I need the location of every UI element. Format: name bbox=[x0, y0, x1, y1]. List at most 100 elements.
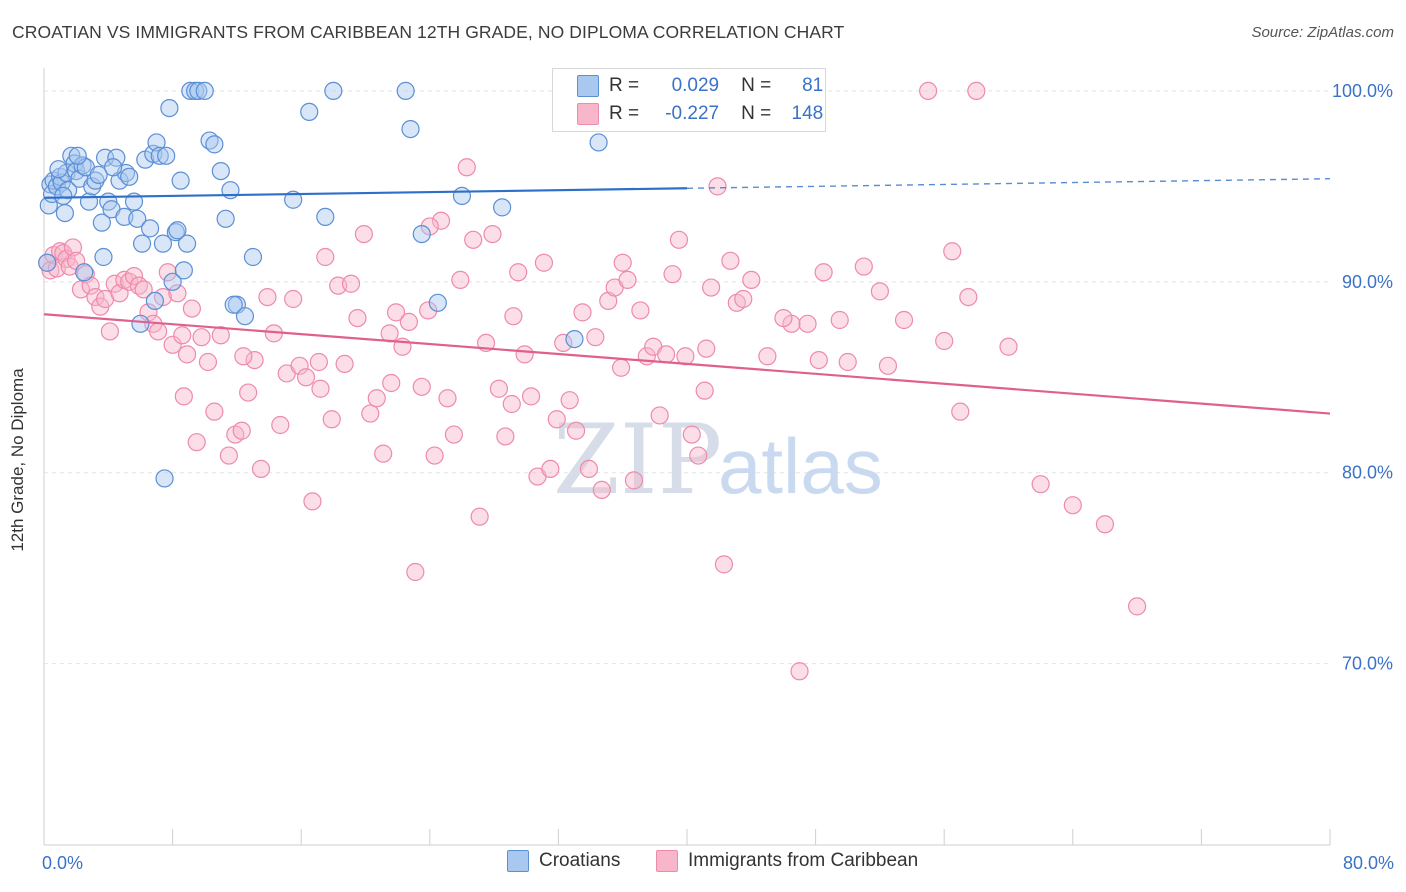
croatian-point bbox=[324, 81, 343, 101]
caribbean-point bbox=[182, 299, 201, 318]
caribbean-point bbox=[1095, 515, 1115, 534]
legend-row-croatians: R = 0.029 N = 81 bbox=[553, 72, 823, 100]
caribbean-point bbox=[431, 211, 451, 230]
legend-swatch-blue bbox=[577, 75, 599, 97]
legend-swatch-pink bbox=[577, 103, 599, 125]
caribbean-point bbox=[367, 389, 386, 408]
caribbean-point bbox=[470, 507, 489, 526]
croatian-point bbox=[211, 161, 230, 181]
croatian-point bbox=[59, 181, 78, 200]
caribbean-point bbox=[702, 278, 721, 297]
caribbean-point bbox=[689, 446, 708, 465]
croatian-point bbox=[49, 160, 68, 179]
bottom-legend-label: Croatians bbox=[539, 850, 621, 871]
caribbean-point bbox=[830, 310, 849, 330]
croatian-point bbox=[401, 119, 420, 139]
croatian-point bbox=[428, 293, 447, 312]
correlation-legend: R = 0.029 N = 81 R = -0.227 N = 148 bbox=[552, 68, 826, 132]
croatian-point bbox=[235, 307, 255, 326]
croatian-point bbox=[493, 198, 512, 217]
croatian-point bbox=[52, 173, 71, 192]
caribbean-point bbox=[335, 354, 354, 374]
caribbean-point bbox=[657, 345, 676, 364]
caribbean-point bbox=[999, 337, 1018, 356]
caribbean-point bbox=[341, 274, 361, 293]
legend-r-key: R = bbox=[609, 103, 640, 124]
croatian-point bbox=[160, 98, 179, 118]
caribbean-point bbox=[541, 459, 560, 479]
caribbean-point bbox=[444, 425, 464, 444]
croatian-point bbox=[104, 158, 123, 177]
caribbean-point bbox=[798, 314, 817, 333]
caribbean-point bbox=[870, 282, 890, 301]
caribbean-point bbox=[592, 480, 611, 500]
croatian-trend-line bbox=[43, 187, 688, 199]
legend-r-value: 0.029 bbox=[671, 75, 720, 96]
caribbean-point bbox=[187, 433, 206, 452]
caribbean-point bbox=[354, 224, 373, 244]
caribbean-point bbox=[489, 379, 509, 398]
caribbean-point bbox=[382, 373, 401, 393]
croatian-point bbox=[171, 171, 190, 190]
caribbean-point bbox=[232, 421, 251, 440]
caribbean-point bbox=[573, 303, 592, 322]
caribbean-point bbox=[211, 326, 230, 345]
source-note: Source: ZipAtlas.com bbox=[1251, 24, 1394, 41]
croatian-point bbox=[195, 81, 214, 101]
caribbean-point bbox=[682, 425, 701, 444]
caribbean-point bbox=[173, 326, 192, 345]
caribbean-point bbox=[515, 345, 534, 364]
bottom-legend-swatch-pink bbox=[656, 850, 678, 872]
y-tick-label: 80.0% bbox=[1342, 463, 1393, 483]
caribbean-point bbox=[967, 81, 986, 101]
caribbean-point bbox=[758, 347, 777, 366]
croatian-points bbox=[38, 81, 608, 488]
caribbean-point bbox=[205, 402, 224, 421]
legend-r-key: R = bbox=[609, 75, 640, 96]
caribbean-point bbox=[611, 358, 631, 377]
croatian-point bbox=[79, 192, 99, 211]
caribbean-point bbox=[386, 303, 406, 322]
caribbean-point bbox=[464, 230, 483, 249]
caribbean-point bbox=[697, 339, 716, 358]
grid-lines bbox=[44, 90, 1330, 665]
croatian-point bbox=[189, 81, 208, 101]
bottom-legend-croatians: Croatians bbox=[507, 850, 620, 872]
croatian-point bbox=[54, 186, 73, 206]
croatian-point bbox=[177, 234, 197, 253]
caribbean-point bbox=[502, 394, 521, 414]
caribbean-point bbox=[504, 307, 523, 326]
caribbean-point bbox=[284, 289, 303, 309]
croatian-point bbox=[83, 177, 102, 196]
caribbean-point bbox=[631, 301, 650, 320]
caribbean-point bbox=[174, 387, 193, 406]
caribbean-point bbox=[451, 270, 470, 290]
caribbean-point bbox=[124, 266, 144, 286]
caribbean-point bbox=[560, 391, 579, 410]
caribbean-point bbox=[534, 253, 554, 272]
caribbean-point bbox=[650, 406, 669, 425]
caribbean-point bbox=[63, 238, 83, 257]
croatian-point bbox=[452, 186, 472, 206]
croatian-point bbox=[300, 102, 319, 122]
caribbean-point bbox=[959, 287, 978, 307]
watermark-zip: ZIP bbox=[553, 404, 722, 516]
caribbean-point bbox=[774, 308, 793, 328]
croatian-point bbox=[73, 156, 92, 175]
caribbean-point bbox=[579, 459, 599, 479]
caribbean-point bbox=[695, 381, 714, 400]
caribbean-point bbox=[105, 274, 124, 293]
caribbean-point bbox=[790, 662, 809, 681]
caribbean-point bbox=[721, 251, 740, 270]
croatian-point bbox=[92, 213, 111, 232]
caribbean-point bbox=[251, 459, 271, 479]
caribbean-point bbox=[100, 322, 120, 341]
x-tick-min: 0.0% bbox=[42, 853, 84, 873]
caribbean-point bbox=[663, 265, 682, 284]
watermark: ZIP atlas bbox=[553, 404, 883, 516]
croatian-point bbox=[168, 221, 187, 240]
croatian-point bbox=[147, 133, 166, 152]
croatian-point bbox=[216, 209, 235, 228]
croatian-point bbox=[68, 146, 87, 165]
caribbean-point bbox=[149, 322, 168, 341]
